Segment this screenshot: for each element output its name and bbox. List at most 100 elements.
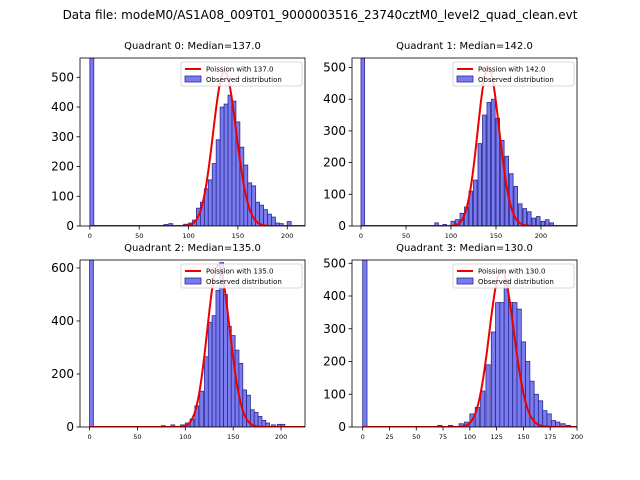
legend-label-observed: Observed distribution <box>206 278 282 286</box>
x-tick-label: 150 <box>232 232 244 240</box>
y-tick-label: 300 <box>323 124 346 138</box>
histogram-bar <box>263 209 268 226</box>
histogram-bar <box>542 410 548 427</box>
histogram-bar <box>480 390 486 427</box>
quadrant-3-panel: 0 100 200 300 400 500 0 25 50 75 100 125 150 175 200 Qu… <box>323 243 583 441</box>
x-tick-label: 0 <box>88 232 92 240</box>
histogram-bar <box>211 163 217 226</box>
x-tick-label: 50 <box>412 433 420 441</box>
histogram-bar <box>473 179 478 226</box>
histogram-bar <box>271 216 276 226</box>
x-tick-label: 200 <box>275 433 287 441</box>
poisson-curve-line <box>89 264 305 427</box>
x-tick-label: 200 <box>281 232 293 240</box>
x-tick-label: 25 <box>385 433 393 441</box>
x-tick-label: 75 <box>439 433 447 441</box>
histogram-bar <box>89 260 94 427</box>
legend: Poission with 142.0 Observed distribution <box>452 61 575 87</box>
histogram-bar <box>199 390 204 427</box>
x-tick-label: 0 <box>88 433 92 441</box>
axes-frame <box>79 57 306 227</box>
poisson-curve-line <box>89 70 305 226</box>
x-tick-label: 100 <box>445 232 457 240</box>
histogram-bar <box>89 58 95 226</box>
y-tick-label: 300 <box>51 130 74 144</box>
axes-frame <box>79 259 306 428</box>
x-tick-label: 150 <box>227 433 239 441</box>
histogram-bar <box>257 415 263 427</box>
y-tick-label: 300 <box>323 322 346 336</box>
x-tick-label: 150 <box>517 433 529 441</box>
quadrant-2-plot-area <box>89 260 305 427</box>
legend-label-poisson: Poission with 137.0 <box>206 66 274 74</box>
histogram-bar <box>525 361 531 427</box>
figure-title: Data file: modeM0/AS1A08_009T01_90000035… <box>62 8 578 22</box>
quadrant-title: Quadrant 0: Median=137.0 <box>124 41 261 52</box>
histogram-bar <box>278 223 284 226</box>
x-tick-label: 100 <box>182 232 194 240</box>
histogram-bar <box>491 98 496 226</box>
y-tick-label: 200 <box>51 160 74 174</box>
x-tick-label: 0 <box>359 232 363 240</box>
y-tick-label: 400 <box>323 289 346 303</box>
axes-frame <box>351 57 578 227</box>
histogram-bar <box>215 290 221 427</box>
histogram-bar <box>280 423 286 427</box>
histogram-bar <box>204 356 209 427</box>
quadrant-2-panel: 0 200 400 600 0 50 100 150 200 Quadrant 2: Median… <box>51 243 306 441</box>
poisson-curve-line <box>362 268 577 427</box>
legend: Poission with 130.0 Observed distribution <box>452 263 575 289</box>
y-tick-label: 500 <box>51 70 74 84</box>
histogram-bar <box>485 364 491 427</box>
x-tick-label: 200 <box>571 433 583 441</box>
y-tick-label: 400 <box>323 92 346 106</box>
histogram-bar <box>360 58 365 226</box>
axes-frame <box>351 259 578 428</box>
histogram-bar <box>267 213 272 226</box>
y-tick-label: 200 <box>323 355 346 369</box>
histogram-bar <box>527 211 532 226</box>
legend-bar-swatch <box>184 277 202 285</box>
legend-bar-swatch <box>184 75 202 83</box>
y-tick-label: 100 <box>323 187 346 201</box>
legend-label-poisson: Poission with 130.0 <box>478 268 546 276</box>
histogram-bar <box>168 223 174 226</box>
y-tick-label: 200 <box>51 367 74 381</box>
histogram-bar <box>536 216 541 226</box>
histogram-bar <box>242 389 247 427</box>
histogram-bar <box>215 139 221 226</box>
x-tick-label: 200 <box>535 232 547 240</box>
histogram-bar <box>362 260 368 427</box>
quadrant-1-plot-area <box>360 58 577 226</box>
histogram-bar <box>477 143 482 226</box>
histogram-bar <box>219 106 225 226</box>
y-tick-label: 0 <box>66 420 74 434</box>
histogram-bar <box>227 94 233 226</box>
histogram-bar <box>486 101 491 226</box>
quadrant-0-panel: 0 100 200 300 400 500 0 50 100 150 200 Quadrant 0: … <box>51 41 306 240</box>
legend-bar-swatch <box>456 277 474 285</box>
quadrant-title: Quadrant 2: Median=135.0 <box>124 243 261 254</box>
y-tick-label: 0 <box>338 219 346 233</box>
histogram-bar <box>207 321 213 427</box>
y-tick-label: 0 <box>66 219 74 233</box>
x-tick-label: 100 <box>464 433 476 441</box>
histogram-bar <box>546 413 552 427</box>
histogram-bar <box>518 203 523 226</box>
legend-box <box>180 61 303 87</box>
x-tick-label: 100 <box>179 433 191 441</box>
x-tick-label: 0 <box>361 433 365 441</box>
x-tick-label: 50 <box>402 232 410 240</box>
y-tick-label: 400 <box>51 314 74 328</box>
histogram-bar <box>259 204 264 226</box>
legend-bar-swatch <box>456 75 474 83</box>
y-tick-label: 500 <box>323 61 346 75</box>
legend-label-observed: Observed distribution <box>206 76 282 84</box>
histogram-bar <box>499 302 505 427</box>
legend-box <box>180 263 303 289</box>
histogram-bar <box>207 179 213 226</box>
histogram-bar <box>286 221 292 226</box>
histogram-bar <box>538 400 544 427</box>
histogram-bar <box>495 302 501 427</box>
